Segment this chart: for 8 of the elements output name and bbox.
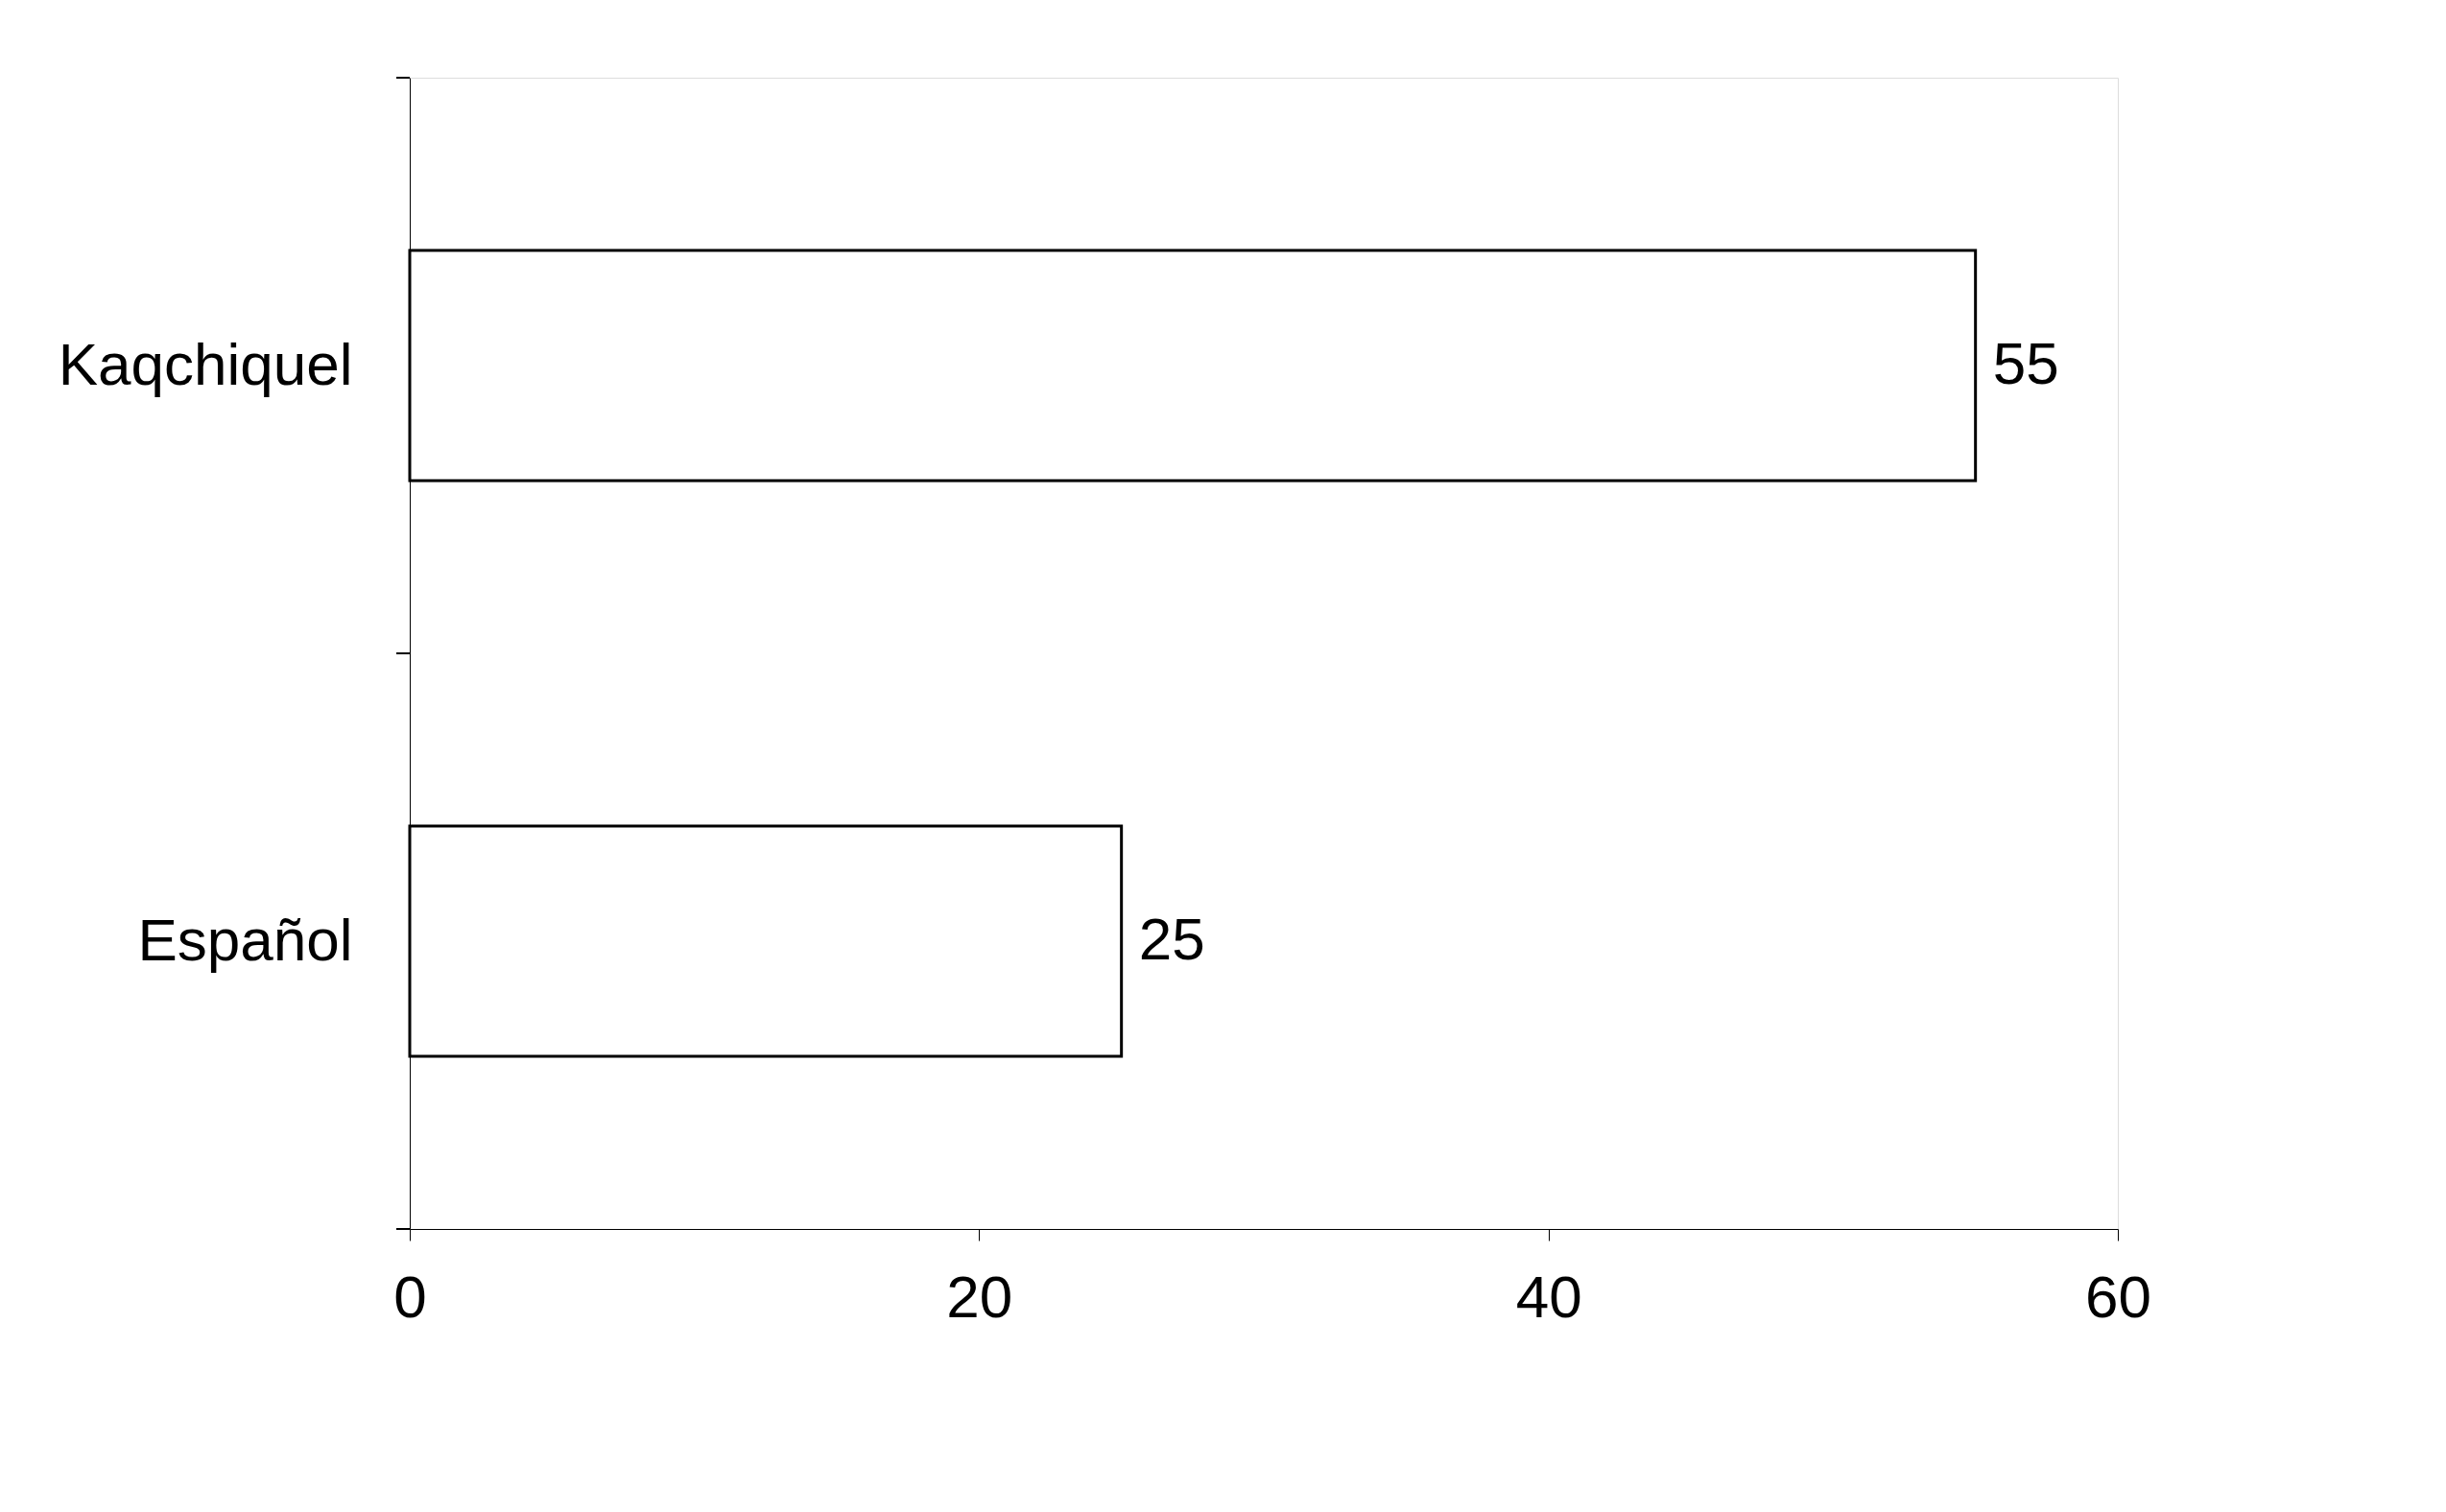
data-label: 25: [1138, 906, 1205, 972]
y-tick-label: Español: [137, 906, 353, 973]
x-tick-label: 20: [946, 1263, 1013, 1330]
x-tick-label: 40: [1515, 1263, 1582, 1330]
x-tick-label: 0: [393, 1263, 427, 1330]
y-tick-label: Kaqchiquel: [58, 330, 353, 397]
x-tick-label: 60: [2085, 1263, 2151, 1330]
data-label: 55: [1992, 330, 2059, 396]
